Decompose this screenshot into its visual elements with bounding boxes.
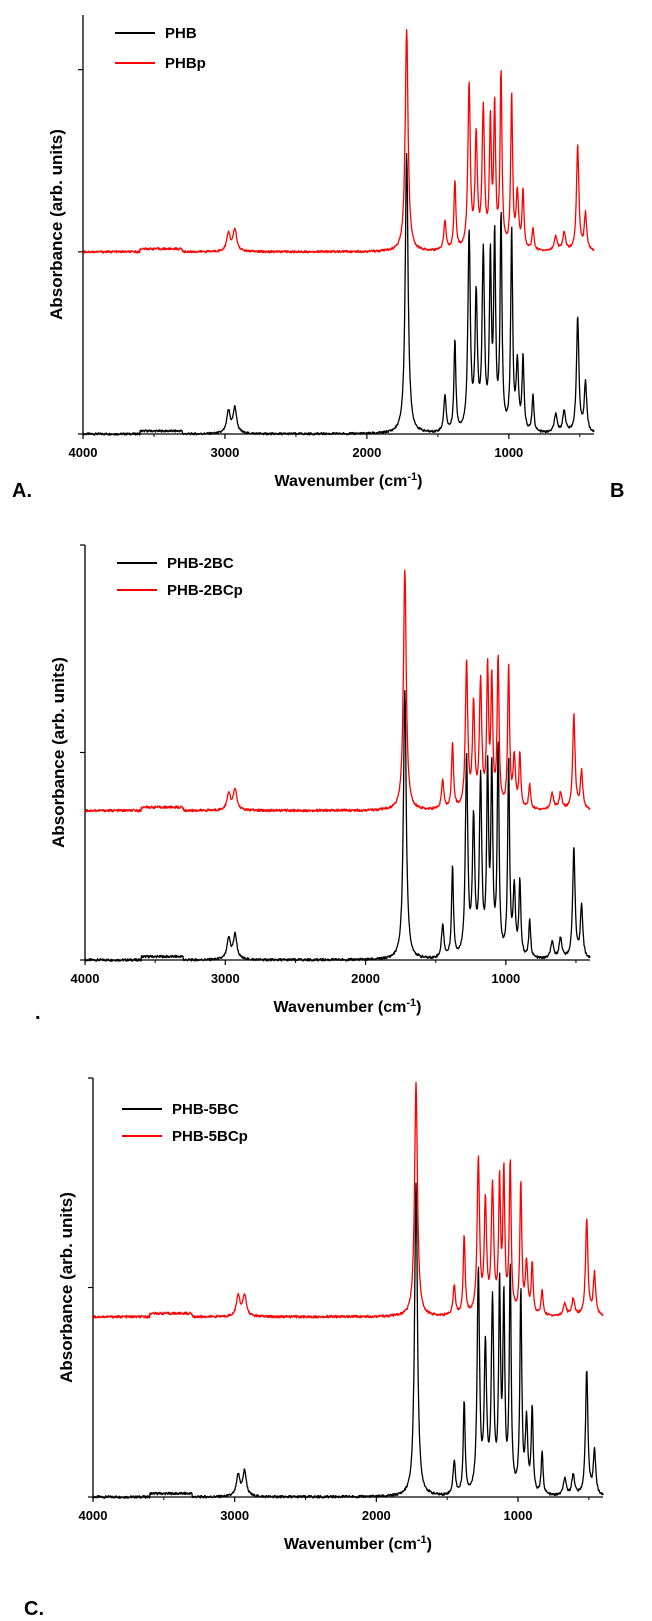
chart-panel-1: 4000 3000 2000 1000 Wavenumber (cm-1) Absorba… <box>47 15 595 490</box>
chart-panel-3: 4000 3000 2000 1000 Wavenumber (cm-1) Absorba… <box>57 1077 604 1553</box>
x-tick-label: 2000 <box>352 445 381 460</box>
y-axis-label: Absorbance (arb. units) <box>57 1192 76 1383</box>
legend-label: PHB-2BC <box>167 555 234 572</box>
x-axis-label: Wavenumber (cm-1) <box>275 471 423 490</box>
panel-label-dot: . <box>35 1002 41 1024</box>
x-tick-label: 4000 <box>69 445 98 460</box>
series-line-phb-2bcp <box>84 569 591 813</box>
x-tick-label: 4000 <box>79 1508 108 1523</box>
chart-panel-2: 4000 3000 2000 1000 Wavenumber (cm-1) Absorba… <box>49 544 591 1016</box>
x-axis-label: Wavenumber (cm-1) <box>284 1534 432 1553</box>
series-line-phb-2bc <box>84 689 591 962</box>
x-tick-label: 3000 <box>220 1508 249 1523</box>
panel-label-a: A. <box>12 480 32 502</box>
legend-label: PHB <box>165 25 197 42</box>
x-tick-label: 3000 <box>211 971 240 986</box>
y-axis-label: Absorbance (arb. units) <box>49 657 68 848</box>
panel-label-c: C. <box>24 1598 44 1620</box>
x-tick-label: 3000 <box>210 445 239 460</box>
legend-label: PHB-5BCp <box>172 1128 248 1145</box>
legend-label: PHBp <box>165 55 206 72</box>
series-line-phb-5bc <box>92 1182 604 1499</box>
panel-label-b: B <box>610 480 624 502</box>
x-tick-label: 2000 <box>362 1508 391 1523</box>
legend-label: PHB-5BC <box>172 1101 239 1118</box>
y-axis-label: Absorbance (arb. units) <box>47 129 66 320</box>
legend-label: PHB-2BCp <box>167 582 243 599</box>
x-tick-label: 2000 <box>351 971 380 986</box>
x-tick-label: 1000 <box>504 1508 533 1523</box>
series-line-phbp <box>82 29 595 254</box>
x-tick-label: 1000 <box>494 445 523 460</box>
series-line-phb-5bcp <box>92 1081 604 1319</box>
x-tick-label: 4000 <box>71 971 100 986</box>
x-axis-label: Wavenumber (cm-1) <box>274 997 422 1016</box>
series-line-phb <box>82 153 595 436</box>
x-tick-label: 1000 <box>491 971 520 986</box>
